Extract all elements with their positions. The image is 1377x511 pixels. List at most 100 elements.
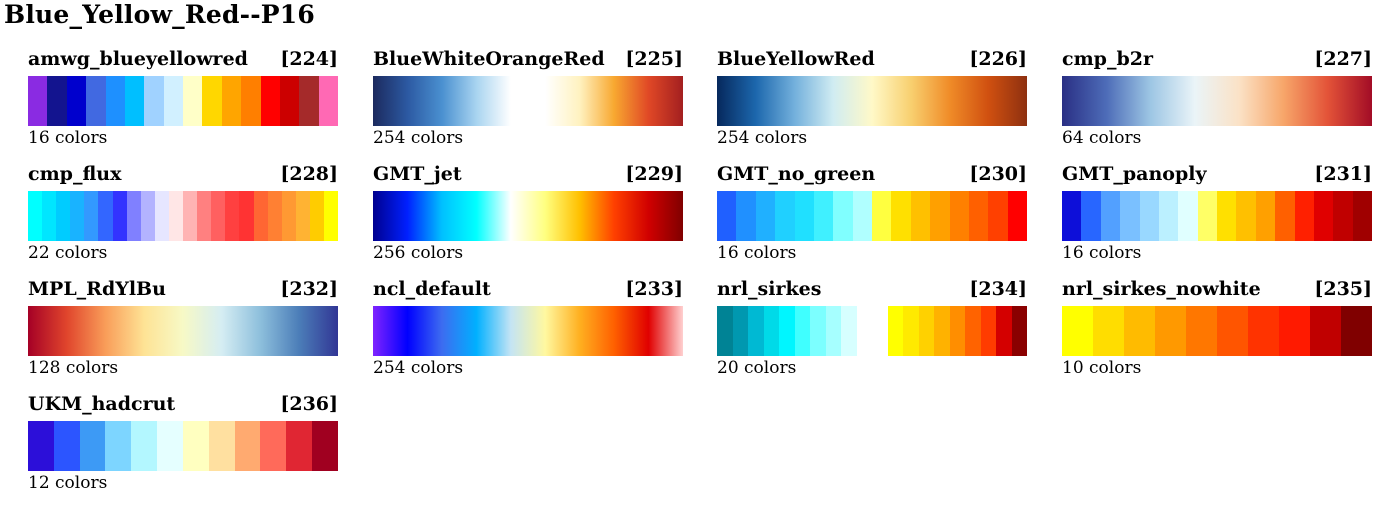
color-swatch xyxy=(775,191,795,241)
color-swatch xyxy=(28,191,43,241)
palette-name: amwg_blueyellowred xyxy=(28,48,248,70)
color-swatch xyxy=(98,191,113,241)
color-swatch xyxy=(279,76,300,126)
palette-card: GMT_jet [229] 256 colors xyxy=(373,163,683,275)
palette-card: GMT_panoply [231] 16 colors xyxy=(1062,163,1372,275)
color-swatch xyxy=(1248,306,1279,356)
color-count: 16 colors xyxy=(717,243,797,263)
color-swatch xyxy=(154,191,169,241)
palette-card: MPL_RdYlBu [232] 128 colors xyxy=(28,278,338,390)
color-count: 22 colors xyxy=(28,243,108,263)
color-swatch xyxy=(70,191,85,241)
color-swatch xyxy=(1124,306,1155,356)
color-swatch xyxy=(131,421,158,471)
color-swatch xyxy=(763,306,779,356)
color-swatch xyxy=(1062,306,1093,356)
color-swatch xyxy=(253,191,268,241)
color-swatch xyxy=(1081,191,1101,241)
color-swatch xyxy=(1120,191,1140,241)
color-swatch xyxy=(1139,191,1159,241)
color-swatch xyxy=(965,306,981,356)
palette-index: [226] xyxy=(969,48,1027,70)
page-title: Blue_Yellow_Red--P16 xyxy=(4,0,315,29)
color-count: 16 colors xyxy=(1062,243,1142,263)
color-swatch xyxy=(1158,191,1179,241)
color-swatch xyxy=(1294,191,1314,241)
color-swatch xyxy=(105,421,132,471)
color-bar xyxy=(373,191,683,241)
palette-name: BlueWhiteOrangeRed xyxy=(373,48,605,70)
palette-name: GMT_no_green xyxy=(717,163,876,185)
palette-name: GMT_panoply xyxy=(1062,163,1207,185)
color-swatch xyxy=(949,306,965,356)
color-swatch xyxy=(1217,191,1237,241)
color-swatch xyxy=(794,306,810,356)
color-swatch xyxy=(1236,191,1256,241)
color-swatch xyxy=(323,191,339,241)
color-swatch xyxy=(1279,306,1310,356)
color-swatch xyxy=(872,306,888,356)
color-swatch xyxy=(241,76,261,126)
palette-card: UKM_hadcrut [236] 12 colors xyxy=(28,393,338,505)
color-swatch xyxy=(980,306,996,356)
palette-card: cmp_b2r [227] 64 colors xyxy=(1062,48,1372,160)
color-swatch xyxy=(918,306,934,356)
palette-index: [224] xyxy=(280,48,338,70)
color-swatch xyxy=(112,191,127,241)
color-swatch xyxy=(286,421,313,471)
color-swatch xyxy=(1255,191,1276,241)
color-swatch xyxy=(1333,191,1353,241)
color-count: 20 colors xyxy=(717,358,797,378)
color-swatch xyxy=(144,76,164,126)
color-swatch xyxy=(202,76,222,126)
color-bar xyxy=(1062,306,1372,356)
color-swatch xyxy=(318,76,338,126)
color-swatch xyxy=(42,191,57,241)
palette-index: [235] xyxy=(1314,278,1372,300)
color-swatch xyxy=(295,191,310,241)
color-swatch xyxy=(841,306,857,356)
color-swatch xyxy=(84,191,99,241)
palette-card: cmp_flux [228] 22 colors xyxy=(28,163,339,275)
color-swatch xyxy=(208,421,235,471)
color-count: 64 colors xyxy=(1062,128,1142,148)
color-swatch xyxy=(168,191,184,241)
color-swatch xyxy=(157,421,183,471)
color-swatch xyxy=(309,191,324,241)
color-swatch xyxy=(140,191,155,241)
color-swatch xyxy=(968,191,989,241)
color-swatch xyxy=(260,76,280,126)
color-swatch xyxy=(221,76,242,126)
palette-index: [228] xyxy=(280,163,338,185)
color-swatch xyxy=(736,191,756,241)
color-count: 254 colors xyxy=(373,358,464,378)
color-swatch xyxy=(779,306,795,356)
color-swatch xyxy=(810,306,826,356)
color-swatch xyxy=(1341,306,1372,356)
color-bar xyxy=(28,191,339,241)
color-swatch xyxy=(86,76,106,126)
color-swatch xyxy=(234,421,261,471)
color-swatch xyxy=(934,306,950,356)
palette-card: BlueWhiteOrangeRed [225] 254 colors xyxy=(373,48,683,160)
color-bar xyxy=(717,76,1027,126)
color-swatch xyxy=(1275,191,1295,241)
color-bar xyxy=(28,306,338,356)
color-swatch xyxy=(163,76,183,126)
color-count: 16 colors xyxy=(28,128,108,148)
palette-index: [229] xyxy=(625,163,683,185)
color-swatch xyxy=(887,306,903,356)
color-swatch xyxy=(813,191,834,241)
palette-card: nrl_sirkes [234] 20 colors xyxy=(717,278,1027,390)
color-swatch xyxy=(1197,191,1217,241)
color-swatch xyxy=(56,191,71,241)
palette-card: nrl_sirkes_nowhite [235] 10 colors xyxy=(1062,278,1372,390)
color-swatch xyxy=(183,191,198,241)
color-swatch xyxy=(903,306,919,356)
color-swatch xyxy=(28,76,48,126)
color-bar xyxy=(28,421,338,471)
color-swatch xyxy=(1155,306,1186,356)
color-count: 128 colors xyxy=(28,358,119,378)
palette-index: [232] xyxy=(280,278,338,300)
